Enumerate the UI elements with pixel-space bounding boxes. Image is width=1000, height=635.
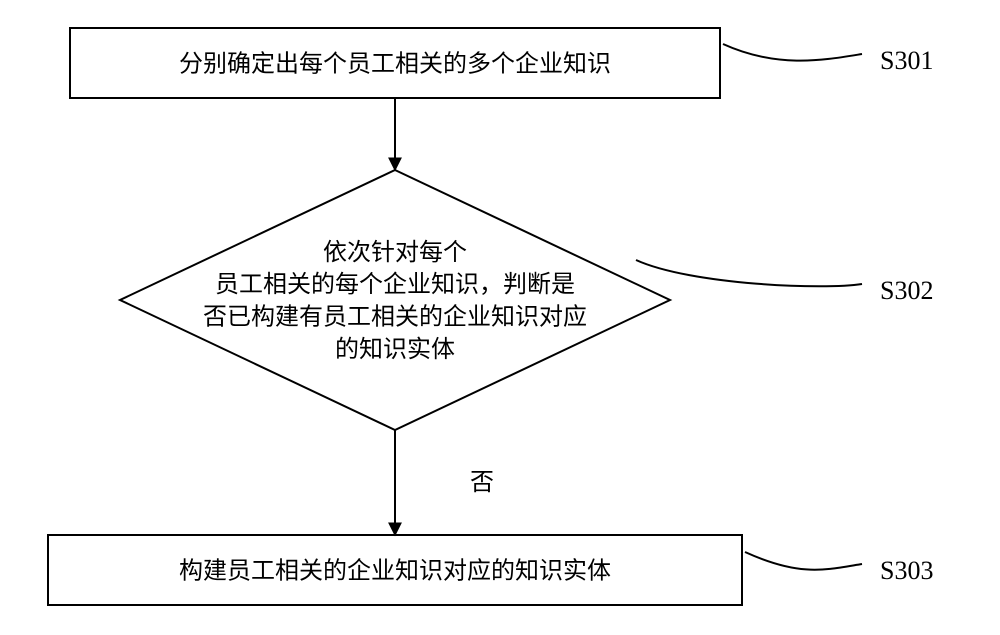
step-label: S301 [880,46,933,75]
node-text: 的知识实体 [335,336,455,363]
step-label: S302 [880,276,933,305]
node-text: 依次针对每个 [323,239,467,266]
node-text: 否已构建有员工相关的企业知识对应 [203,304,587,331]
step-label: S303 [880,556,933,585]
node-text: 员工相关的每个企业知识，判断是 [215,271,575,298]
flowchart-canvas: 分别确定出每个员工相关的多个企业知识 S301 依次针对每个员工相关的每个企业知识，… [0,0,1000,635]
node-text: 构建员工相关的企业知识对应的知识实体 [179,557,611,584]
edge-label: 否 [470,470,494,496]
node-text: 分别确定出每个员工相关的多个企业知识 [179,50,611,77]
